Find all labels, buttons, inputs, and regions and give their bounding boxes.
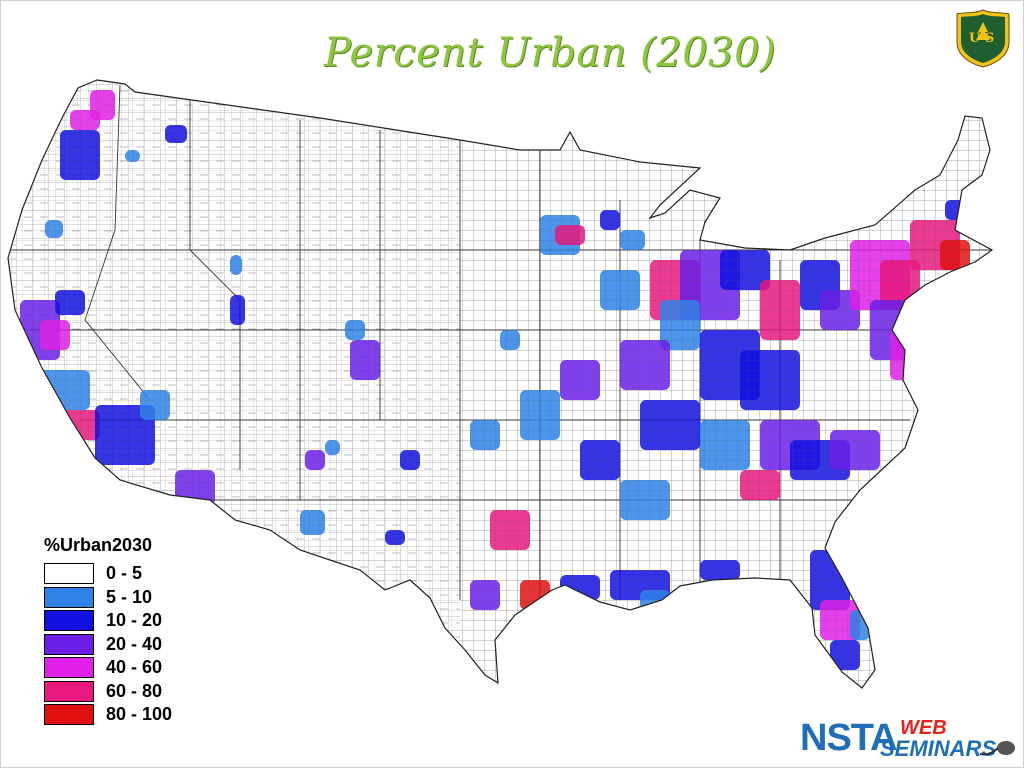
legend-label: 20 - 40 <box>106 633 163 654</box>
logo-web-text: WEB <box>900 717 947 739</box>
badge-text: U S <box>969 31 994 46</box>
logo-seminars-text: SEMINARS <box>880 736 996 761</box>
legend-swatch <box>44 633 94 655</box>
forest-service-shield-icon: U S <box>956 9 1010 68</box>
legend-label: 5 - 10 <box>106 586 153 607</box>
legend-label: 40 - 60 <box>106 657 163 678</box>
legend-label: 0 - 5 <box>106 563 143 584</box>
legend-item: 20 - 40 <box>44 633 172 657</box>
legend-item: 0 - 5 <box>44 562 172 586</box>
legend-item: 40 - 60 <box>44 656 172 680</box>
legend-swatch <box>44 563 94 585</box>
mouse-icon <box>979 741 1015 756</box>
legend-title: %Urban2030 <box>44 535 153 555</box>
legend-item: 60 - 80 <box>44 680 172 704</box>
legend-label: 10 - 20 <box>106 610 163 631</box>
legend-swatch <box>44 610 94 632</box>
legend-item: 80 - 100 <box>44 703 172 727</box>
legend-label: 60 - 80 <box>106 680 163 701</box>
legend-item: 10 - 20 <box>44 609 172 633</box>
legend-swatch <box>44 704 94 726</box>
legend-swatch <box>44 657 94 679</box>
logo-nsta-text: NSTA <box>800 717 897 759</box>
legend-label: 80 - 100 <box>106 704 173 725</box>
nsta-web-seminars-logo: NSTA WEB SEMINARS <box>800 717 1015 761</box>
slide-title: Percent Urban (2030) <box>323 30 777 76</box>
legend-swatch <box>44 586 94 608</box>
legend-item: 5 - 10 <box>44 586 172 610</box>
legend-swatch <box>44 680 94 702</box>
